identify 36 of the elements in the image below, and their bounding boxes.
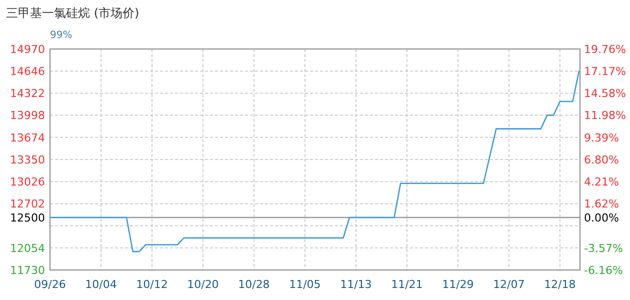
y2-tick-label: 11.98% (584, 109, 626, 122)
y-tick-label: 13674 (10, 131, 45, 144)
y-tick-label: 13350 (10, 153, 45, 166)
y-tick-label: 14322 (10, 87, 45, 100)
y2-tick-label: 4.21% (584, 175, 619, 188)
y2-tick-label: 1.62% (584, 198, 619, 211)
x-tick-label: 11/13 (340, 278, 372, 291)
x-tick-label: 12/07 (493, 278, 525, 291)
y-tick-label: 12500 (10, 211, 45, 224)
y2-tick-label: 17.17% (584, 64, 626, 78)
y-tick-label: 14646 (10, 64, 45, 78)
y-tick-label: 11730 (10, 264, 45, 277)
y2-tick-label: -3.57% (584, 242, 623, 255)
y-tick-label: 12054 (10, 242, 45, 255)
x-tick-label: 11/05 (289, 278, 321, 291)
y-tick-label: 13026 (10, 175, 45, 188)
chart-subtitle: 99% (50, 30, 72, 41)
y2-tick-label: 19.76% (584, 42, 626, 56)
x-tick-label: 10/04 (85, 278, 117, 291)
y2-tick-label: 0.00% (584, 211, 619, 224)
y-tick-label: 13998 (10, 109, 45, 122)
x-tick-label: 11/29 (442, 278, 474, 291)
x-tick-label: 09/26 (34, 278, 66, 291)
x-tick-label: 10/28 (238, 278, 270, 291)
y-tick-label: 12702 (10, 198, 45, 211)
y-tick-label: 14970 (10, 42, 45, 56)
y2-tick-label: 14.58% (584, 87, 626, 100)
y2-tick-label: -6.16% (584, 264, 623, 277)
x-tick-label: 11/21 (391, 278, 423, 291)
x-tick-label: 10/20 (187, 278, 219, 291)
chart-title: 三甲基一氯硅烷 (市场价) (6, 6, 140, 20)
y2-tick-label: 9.39% (584, 131, 619, 144)
x-tick-label: 12/18 (544, 278, 576, 291)
line-series (49, 70, 580, 252)
x-tick-label: 10/12 (136, 278, 168, 291)
y2-tick-label: 6.80% (584, 153, 619, 166)
